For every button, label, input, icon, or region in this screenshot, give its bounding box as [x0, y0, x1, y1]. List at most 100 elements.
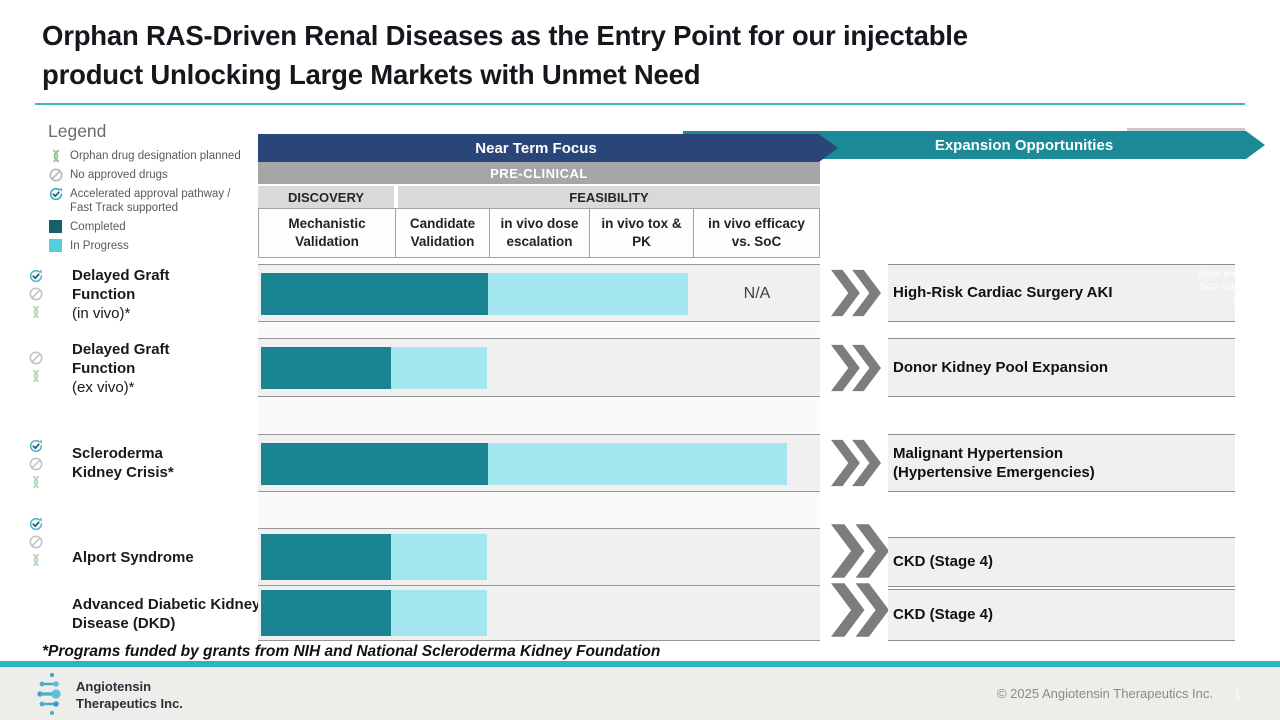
footnote: *Programs funded by grants from NIH and … — [42, 643, 661, 660]
progress-bar — [261, 534, 487, 580]
row-label: Alport Syndrome — [72, 549, 194, 566]
in-progress-segment — [391, 590, 487, 636]
in-progress-segment — [488, 443, 787, 485]
completed-swatch — [48, 219, 64, 235]
accelerated-approval-icon — [29, 439, 43, 453]
row-icon-stack — [28, 516, 44, 568]
in-progress-segment — [391, 347, 487, 389]
expansion-box: CKD (Stage 4) — [888, 537, 1235, 587]
no-approved-drugs-icon — [48, 167, 64, 183]
company-logo-icon — [33, 671, 71, 720]
legend-item-accelerated: Accelerated approval pathway / Fast Trac… — [48, 187, 270, 216]
progress-strip — [258, 528, 820, 586]
completed-segment — [261, 347, 391, 389]
accelerated-approval-icon — [29, 517, 43, 531]
row-icon-stack — [28, 350, 44, 384]
legend-item-label: In Progress — [70, 239, 129, 252]
discovery-band: DISCOVERY — [258, 186, 394, 208]
in-progress-segment — [488, 273, 688, 315]
title-underline — [35, 103, 1245, 105]
expansion-annotation: Short endpoint (7-30 day DGF status) acc… — [1198, 269, 1280, 306]
footer — [0, 667, 1280, 720]
pipeline-row-alport: Alport Syndrome CKD (Stage 4) — [28, 517, 1263, 587]
column-header-candidate-validation: Candidate Validation — [395, 208, 490, 258]
legend-title: Legend — [48, 121, 107, 141]
legend: Legend Orphan drug designation planned N… — [48, 121, 270, 258]
progress-bar — [261, 590, 487, 636]
column-header-efficacy-soc: in vivo efficacy vs. SoC — [693, 208, 820, 258]
orphan-ribbon-icon — [32, 475, 40, 489]
page-title-line2: product Unlocking Large Markets with Unm… — [42, 59, 701, 91]
legend-item-no-approved: No approved drugs — [48, 168, 270, 183]
chevron-right-icon — [831, 582, 889, 643]
row-label: Delayed Graft Function (in vivo)* — [72, 267, 170, 323]
row-icon-stack — [28, 438, 44, 490]
legend-item-label: No approved drugs — [70, 169, 168, 181]
in-progress-segment — [391, 534, 487, 580]
pipeline-row-scleroderma: Scleroderma Kidney Crisis* Malignant Hyp… — [28, 434, 1263, 492]
pipeline-row-dkd: Advanced Diabetic Kidney Disease (DKD) C… — [28, 582, 1263, 643]
feasibility-band: FEASIBILITY — [398, 186, 820, 208]
pipeline-row-dgf-in-vivo: Delayed Graft Function (in vivo)* N/A Hi… — [28, 264, 1280, 323]
completed-segment — [261, 590, 391, 636]
column-header-dose-escalation: in vivo dose escalation — [489, 208, 590, 258]
row-label: Advanced Diabetic Kidney Disease (DKD) — [72, 596, 261, 633]
in-progress-swatch — [48, 238, 64, 254]
legend-item-in-progress: In Progress — [48, 238, 270, 254]
legend-item-label: Completed — [70, 220, 126, 233]
expansion-label: Malignant Hypertension (Hypertensive Eme… — [893, 444, 1095, 482]
chevron-right-icon — [831, 523, 889, 584]
page-number: 1 — [1234, 686, 1242, 701]
column-header-tox-pk: in vivo tox & PK — [589, 208, 694, 258]
accelerated-approval-icon — [48, 186, 64, 202]
company-name: Angiotensin Therapeutics Inc. — [76, 679, 183, 711]
no-approved-drugs-icon — [29, 351, 43, 365]
chevron-right-icon — [831, 439, 881, 492]
column-header-mechanistic-validation: Mechanistic Validation — [258, 208, 396, 258]
expansion-label: Donor Kidney Pool Expansion — [893, 358, 1109, 376]
progress-strip: N/A — [258, 264, 820, 322]
na-note: N/A — [743, 285, 771, 302]
orphan-ribbon-icon — [32, 553, 40, 567]
expansion-box: CKD (Stage 4) — [888, 589, 1235, 641]
orphan-ribbon-icon — [48, 148, 64, 164]
no-approved-drugs-icon — [29, 287, 43, 301]
row-icon-stack — [28, 268, 44, 320]
progress-bar — [261, 347, 487, 389]
page-title-line1: Orphan RAS-Driven Renal Diseases as the … — [42, 20, 968, 51]
page-title: Orphan RAS-Driven Renal Diseases as the … — [42, 16, 1232, 94]
row-label: Delayed Graft Function (ex vivo)* — [72, 341, 170, 397]
progress-bar — [261, 443, 787, 485]
expansion-box: High-Risk Cardiac Surgery AKI Short endp… — [888, 264, 1280, 322]
progress-strip — [258, 585, 820, 641]
chevron-right-icon — [831, 269, 881, 322]
pipeline-row-dgf-ex-vivo: Delayed Graft Function (ex vivo)* Donor … — [28, 338, 1263, 397]
expansion-opportunities-label: Expansion Opportunities — [934, 136, 1114, 154]
legend-item-orphan: Orphan drug designation planned — [48, 149, 270, 164]
expansion-label: CKD (Stage 4) — [893, 606, 994, 624]
footer-accent-bar — [0, 661, 1280, 667]
legend-item-label: Accelerated approval pathway / Fast Trac… — [70, 188, 231, 215]
row-label: Scleroderma Kidney Crisis* — [72, 445, 174, 482]
completed-segment — [261, 534, 391, 580]
expansion-box: Malignant Hypertension (Hypertensive Eme… — [888, 434, 1235, 492]
chevron-right-icon — [831, 344, 881, 397]
progress-bar — [261, 273, 688, 315]
progress-strip — [258, 338, 820, 397]
completed-segment — [261, 273, 488, 315]
near-term-focus-label: Near Term Focus — [475, 139, 597, 157]
no-approved-drugs-icon — [29, 457, 43, 471]
completed-segment — [261, 443, 488, 485]
legend-item-label: Orphan drug designation planned — [70, 150, 241, 162]
legend-item-completed: Completed — [48, 219, 270, 235]
copyright-text: © 2025 Angiotensin Therapeutics Inc. — [996, 686, 1214, 701]
expansion-box: Donor Kidney Pool Expansion — [888, 338, 1235, 397]
expansion-label: High-Risk Cardiac Surgery AKI — [893, 284, 1113, 302]
orphan-ribbon-icon — [32, 369, 40, 383]
expansion-label: CKD (Stage 4) — [893, 553, 994, 571]
no-approved-drugs-icon — [29, 535, 43, 549]
accelerated-approval-icon — [29, 269, 43, 283]
near-term-focus-arrow: Near Term Focus — [258, 134, 838, 162]
orphan-ribbon-icon — [32, 305, 40, 319]
